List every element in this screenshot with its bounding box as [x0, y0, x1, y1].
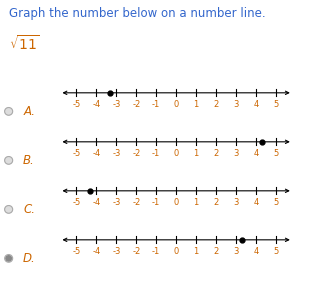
Text: 4: 4 — [253, 247, 259, 256]
Text: 5: 5 — [273, 100, 278, 109]
Text: 1: 1 — [193, 100, 199, 109]
Text: -5: -5 — [72, 100, 81, 109]
Text: 4: 4 — [253, 100, 259, 109]
Text: 3: 3 — [233, 149, 239, 158]
Text: B.: B. — [23, 154, 35, 167]
Text: -1: -1 — [152, 149, 160, 158]
Text: 5: 5 — [273, 198, 278, 207]
Text: 2: 2 — [214, 100, 219, 109]
Text: -3: -3 — [112, 149, 121, 158]
Text: 4: 4 — [253, 198, 259, 207]
Text: 1: 1 — [193, 149, 199, 158]
Text: -2: -2 — [132, 149, 140, 158]
Text: D.: D. — [23, 252, 36, 265]
Text: 5: 5 — [273, 149, 278, 158]
Text: -3: -3 — [112, 100, 121, 109]
Text: 5: 5 — [273, 247, 278, 256]
Text: 1: 1 — [193, 198, 199, 207]
Text: -1: -1 — [152, 100, 160, 109]
Text: -5: -5 — [72, 198, 81, 207]
Text: A.: A. — [23, 105, 35, 118]
Text: 4: 4 — [253, 149, 259, 158]
Text: 0: 0 — [174, 100, 179, 109]
Text: 0: 0 — [174, 198, 179, 207]
Text: -4: -4 — [92, 100, 100, 109]
Text: 2: 2 — [214, 149, 219, 158]
Text: -2: -2 — [132, 100, 140, 109]
Text: C.: C. — [23, 203, 35, 216]
Text: -3: -3 — [112, 247, 121, 256]
Text: 2: 2 — [214, 247, 219, 256]
Text: -1: -1 — [152, 247, 160, 256]
Text: -1: -1 — [152, 198, 160, 207]
Text: -3: -3 — [112, 198, 121, 207]
Text: 3: 3 — [233, 198, 239, 207]
Text: 3: 3 — [233, 100, 239, 109]
Text: $\sqrt{11}$: $\sqrt{11}$ — [9, 34, 40, 53]
Text: -5: -5 — [72, 247, 81, 256]
Text: -2: -2 — [132, 247, 140, 256]
Text: Graph the number below on a number line.: Graph the number below on a number line. — [9, 7, 266, 20]
Text: -4: -4 — [92, 149, 100, 158]
Text: 1: 1 — [193, 247, 199, 256]
Text: 0: 0 — [174, 247, 179, 256]
Text: 3: 3 — [233, 247, 239, 256]
Text: -5: -5 — [72, 149, 81, 158]
Text: 0: 0 — [174, 149, 179, 158]
Text: -4: -4 — [92, 198, 100, 207]
Text: -2: -2 — [132, 198, 140, 207]
Text: 2: 2 — [214, 198, 219, 207]
Text: -4: -4 — [92, 247, 100, 256]
